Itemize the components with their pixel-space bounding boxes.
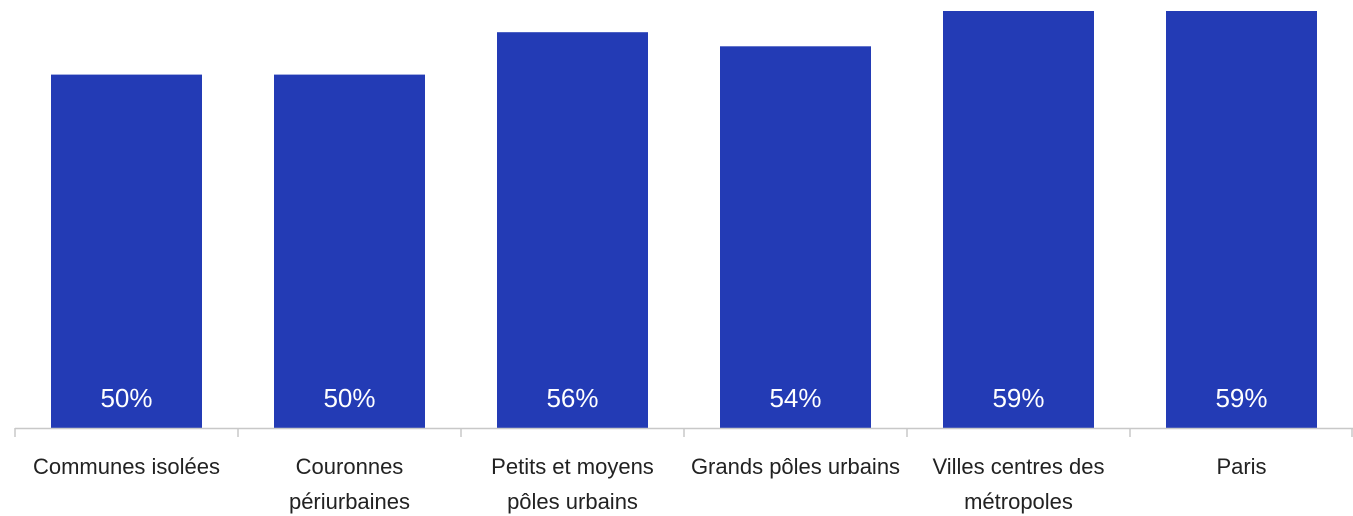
category-label-line: périurbaines xyxy=(289,489,410,514)
category-label-line: Villes centres des xyxy=(932,454,1104,479)
category-label-line: pôles urbains xyxy=(507,489,638,514)
bar-value-label: 50% xyxy=(323,383,375,413)
bar-value-label: 50% xyxy=(100,383,152,413)
bar-1 xyxy=(51,74,202,428)
bar-value-label: 59% xyxy=(992,383,1044,413)
bar-value-label: 59% xyxy=(1215,383,1267,413)
category-label: Villes centres des métropoles xyxy=(932,454,1104,514)
category-label: Couronnes périurbaines xyxy=(289,454,410,514)
category-labels: Communes isolées Couronnes périurbaines Pet… xyxy=(33,454,1267,514)
category-label: Petits et moyens pôles urbains xyxy=(491,454,654,514)
category-label-line: métropoles xyxy=(964,489,1073,514)
category-label: Communes isolées xyxy=(33,454,220,479)
category-label: Paris xyxy=(1216,454,1266,479)
bar-5 xyxy=(943,11,1094,428)
category-label-line: Communes isolées xyxy=(33,454,220,479)
category-label-line: Paris xyxy=(1216,454,1266,479)
bar-6 xyxy=(1166,11,1317,428)
bar-2 xyxy=(274,74,425,428)
bar-value-label: 54% xyxy=(769,383,821,413)
category-label: Grands pôles urbains xyxy=(691,454,900,479)
category-label-line: Grands pôles urbains xyxy=(691,454,900,479)
x-axis xyxy=(14,427,1353,437)
category-label-line: Petits et moyens xyxy=(491,454,654,479)
bars-group: 50% 50% 56% 54% 59% 59% xyxy=(51,11,1317,429)
bar-4 xyxy=(720,46,871,429)
bar-3 xyxy=(497,32,648,428)
category-label-line: Couronnes xyxy=(296,454,404,479)
bar-value-label: 56% xyxy=(546,383,598,413)
